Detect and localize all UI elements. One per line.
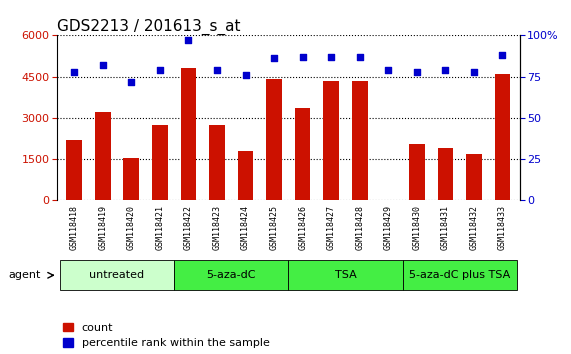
Point (441, 67, 450, 73)
Point (412, 69, 421, 74)
Text: GSM118432: GSM118432 (469, 205, 478, 250)
FancyBboxPatch shape (403, 260, 517, 290)
Bar (266, 79, 282, 200)
Bar (409, 144, 425, 200)
Text: GSM118428: GSM118428 (355, 205, 364, 250)
Point (98, 62, 107, 68)
Point (70, 69, 79, 74)
Legend: count, percentile rank within the sample: count, percentile rank within the sample (63, 322, 270, 348)
Text: GSM118423: GSM118423 (212, 205, 222, 250)
Text: GSM118419: GSM118419 (98, 205, 107, 250)
Text: GSM118425: GSM118425 (270, 205, 279, 250)
Bar (494, 74, 510, 200)
Point (298, 54, 307, 60)
Point (498, 52, 507, 58)
Bar (152, 125, 168, 200)
Point (155, 67, 164, 73)
Bar (209, 125, 225, 200)
Bar (295, 108, 311, 200)
Text: GSM118420: GSM118420 (127, 205, 136, 250)
FancyBboxPatch shape (60, 260, 174, 290)
Text: GSM118426: GSM118426 (298, 205, 307, 250)
Text: GSM118433: GSM118433 (498, 205, 507, 250)
Text: GSM118418: GSM118418 (70, 205, 79, 250)
Text: GSM118422: GSM118422 (184, 205, 193, 250)
Text: GSM118421: GSM118421 (155, 205, 164, 250)
FancyBboxPatch shape (288, 260, 403, 290)
Point (184, 38, 193, 43)
Point (355, 54, 364, 60)
Point (127, 79, 136, 84)
Bar (123, 158, 139, 200)
Bar (95, 112, 111, 200)
Bar (66, 140, 82, 200)
Text: GSM118431: GSM118431 (441, 205, 450, 250)
Point (270, 56, 279, 61)
Bar (180, 68, 196, 200)
Point (384, 67, 393, 73)
FancyBboxPatch shape (174, 260, 288, 290)
Bar (466, 154, 482, 200)
Text: 5-aza-dC plus TSA: 5-aza-dC plus TSA (409, 270, 510, 280)
Text: GSM118430: GSM118430 (412, 205, 421, 250)
Point (327, 54, 336, 60)
Text: 5-aza-dC: 5-aza-dC (207, 270, 256, 280)
Bar (437, 148, 453, 200)
Text: GDS2213 / 201613_s_at: GDS2213 / 201613_s_at (57, 19, 240, 35)
Bar (238, 151, 254, 200)
Text: GSM118424: GSM118424 (241, 205, 250, 250)
Text: GSM118427: GSM118427 (327, 205, 336, 250)
Text: untreated: untreated (90, 270, 144, 280)
Bar (323, 81, 339, 200)
Text: TSA: TSA (335, 270, 356, 280)
Text: agent: agent (9, 270, 41, 280)
Text: GSM118429: GSM118429 (384, 205, 393, 250)
Point (241, 72, 250, 78)
Bar (352, 81, 368, 200)
Point (212, 67, 222, 73)
Point (469, 69, 478, 74)
